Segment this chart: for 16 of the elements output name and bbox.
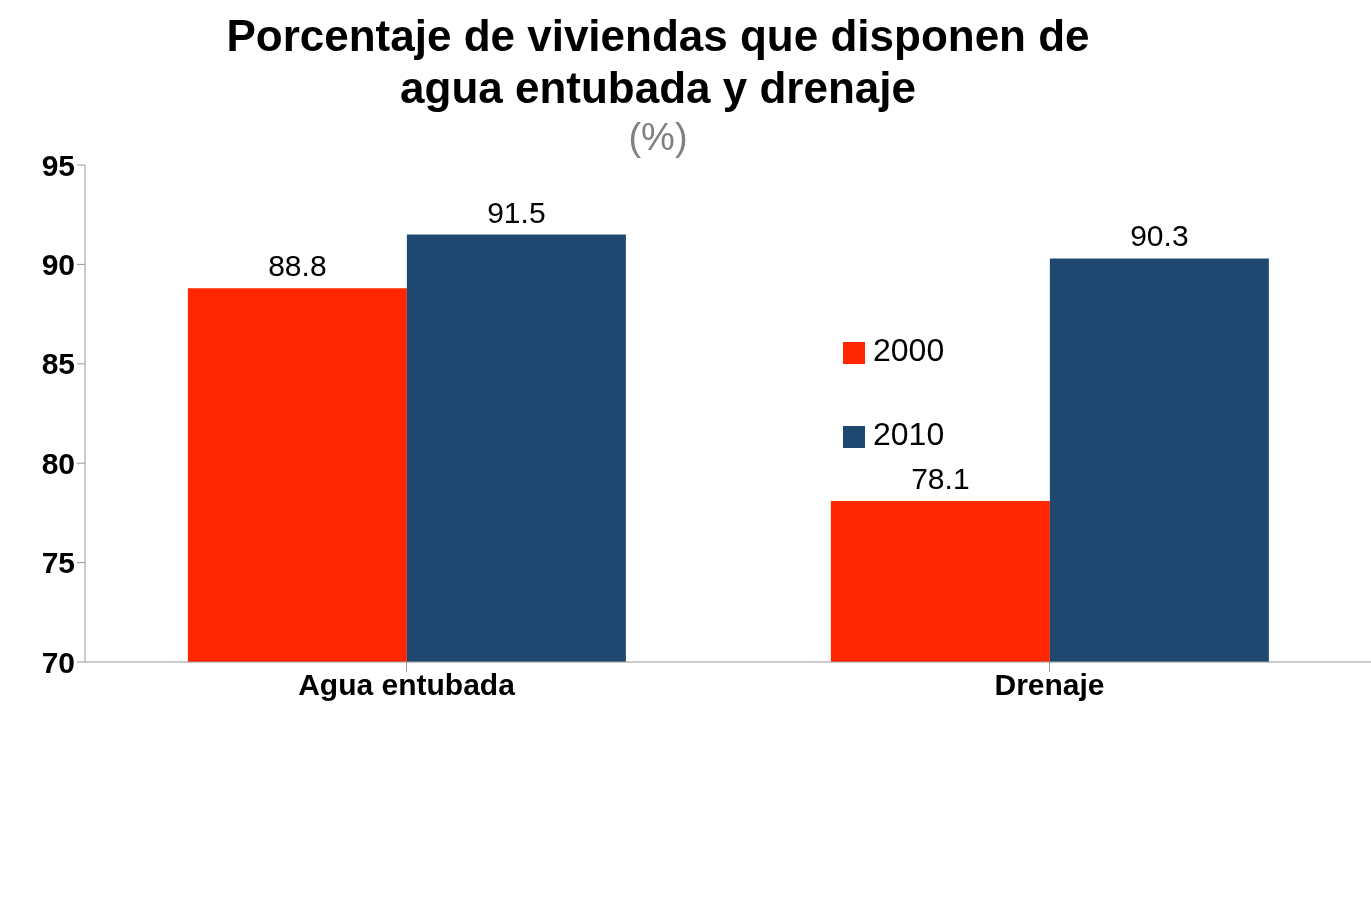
data-label: 90.3 [1130, 219, 1189, 253]
y-tick-label: 85 [41, 347, 75, 381]
legend-label: 2000 [873, 332, 945, 368]
data-label: 78.1 [911, 461, 970, 495]
y-tick-label: 90 [41, 248, 75, 282]
chart-subtitle: (%) [628, 116, 688, 158]
chart-title: Porcentaje de viviendas que disponen de agua entubada y drenaje [225, 10, 1091, 114]
x-tick-label: Agua entubada [298, 668, 516, 702]
y-tick-label: 80 [41, 446, 75, 480]
data-label: 91.5 [487, 195, 546, 229]
data-label: 88.8 [268, 249, 327, 283]
legend-label: 2010 [873, 416, 945, 452]
x-tick-label: Drenaje [994, 668, 1105, 702]
y-tick-label: 95 [41, 148, 75, 182]
y-tick-label: 75 [41, 546, 75, 580]
y-tick-label: 70 [41, 645, 75, 679]
